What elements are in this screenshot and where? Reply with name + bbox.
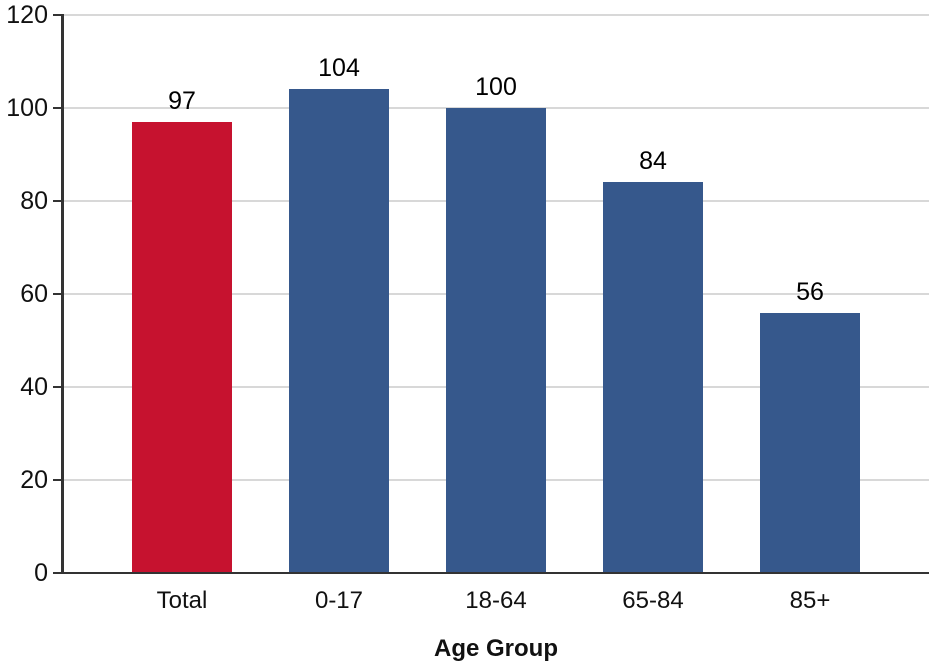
x-axis-title: Age Group [434, 635, 558, 662]
x-axis-line [61, 571, 929, 574]
x-tick-label-18-64: 18-64 [465, 587, 527, 614]
y-tick-label-20: 20 [20, 465, 48, 494]
y-tick-label-40: 40 [20, 372, 48, 401]
bar-total [132, 121, 232, 573]
bar-value-label-65-84: 84 [639, 147, 667, 176]
bar-value-label-0-17: 104 [318, 54, 360, 83]
x-tick-label-0-17: 0-17 [314, 587, 364, 614]
y-tick-mark-0 [53, 571, 62, 575]
y-tick-mark-100 [53, 106, 62, 110]
bar-value-label-85-: 56 [796, 277, 824, 306]
y-tick-mark-40 [53, 385, 62, 389]
gridline-120 [63, 14, 929, 16]
y-tick-mark-120 [53, 13, 62, 17]
plot-area: 97 104 100 84 56 [63, 14, 929, 573]
bar-65-84 [603, 182, 703, 573]
x-tick-label-total: Total [156, 587, 208, 614]
y-tick-mark-20 [53, 478, 62, 482]
bar-value-label-total: 97 [168, 86, 196, 115]
y-tick-mark-60 [53, 292, 62, 296]
y-axis-line [61, 14, 64, 574]
bar-value-label-18-64: 100 [475, 73, 517, 101]
bar-85- [760, 312, 860, 573]
bar-0-17 [289, 89, 389, 573]
x-tick-label-65-84: 65-84 [622, 587, 684, 614]
bar-18-64 [446, 108, 546, 573]
y-tick-label-60: 60 [20, 279, 48, 308]
y-tick-mark-80 [53, 199, 62, 203]
y-tick-label-0: 0 [34, 558, 48, 587]
y-tick-label-80: 80 [20, 186, 48, 215]
y-tick-label-100: 100 [6, 93, 48, 122]
y-tick-label-120: 120 [6, 0, 48, 29]
x-tick-label-85-: 85+ [789, 587, 831, 614]
